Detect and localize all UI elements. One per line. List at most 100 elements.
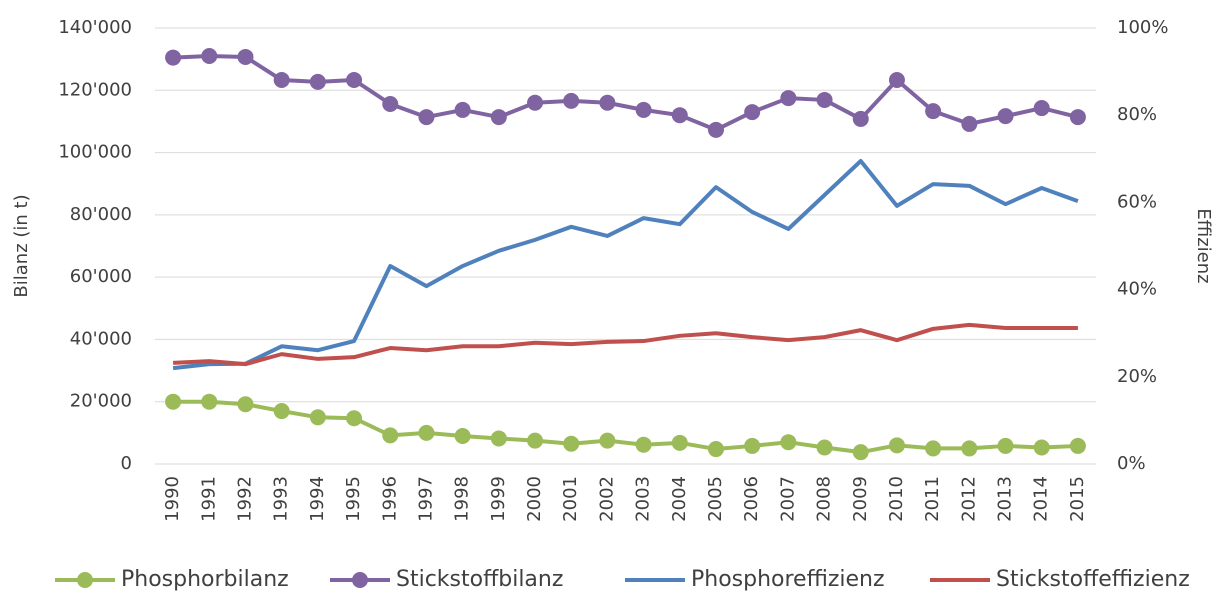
x-tick-label: 2000 bbox=[524, 476, 545, 522]
x-tick-label: 1994 bbox=[307, 476, 328, 522]
series-marker bbox=[780, 90, 797, 107]
series-marker bbox=[852, 110, 869, 127]
series-marker bbox=[273, 403, 290, 420]
series-marker bbox=[852, 444, 869, 461]
y2-tick-label: 80% bbox=[1117, 104, 1157, 125]
series-marker bbox=[961, 115, 978, 132]
x-tick-label: 2006 bbox=[741, 476, 762, 522]
x-tick-label: 2010 bbox=[886, 476, 907, 522]
y-tick-label: 0 bbox=[121, 453, 132, 474]
series-marker bbox=[816, 439, 833, 456]
x-tick-label: 2005 bbox=[705, 476, 726, 522]
series-marker bbox=[237, 48, 254, 65]
series-marker bbox=[563, 435, 580, 452]
y2-axis-label: Effizienz bbox=[1193, 208, 1214, 283]
x-tick-label: 2001 bbox=[560, 476, 581, 522]
series-marker bbox=[1033, 100, 1050, 117]
legend-label: Stickstoffeffizienz bbox=[996, 567, 1190, 591]
series-marker bbox=[925, 103, 942, 120]
series-marker bbox=[309, 73, 326, 90]
x-tick-label: 1996 bbox=[379, 476, 400, 522]
series-marker bbox=[1069, 109, 1086, 126]
series-marker bbox=[382, 427, 399, 444]
x-tick-label: 2004 bbox=[669, 476, 690, 522]
x-tick-label: 1991 bbox=[198, 476, 219, 522]
series-marker bbox=[635, 436, 652, 453]
y-tick-label: 40'000 bbox=[70, 328, 132, 349]
y-axis-label: Bilanz (in t) bbox=[11, 194, 32, 297]
series-marker bbox=[237, 396, 254, 413]
series-marker bbox=[888, 72, 905, 89]
x-tick-label: 2013 bbox=[995, 476, 1016, 522]
series-marker bbox=[888, 437, 905, 454]
x-tick-label: 1997 bbox=[415, 476, 436, 522]
x-tick-label: 1993 bbox=[271, 476, 292, 522]
series-marker bbox=[563, 92, 580, 109]
y2-tick-label: 100% bbox=[1117, 17, 1168, 38]
series-marker bbox=[273, 72, 290, 89]
series-marker bbox=[454, 101, 471, 118]
y-tick-label: 120'000 bbox=[58, 79, 132, 100]
series-marker bbox=[599, 94, 616, 111]
series-line bbox=[173, 54, 1079, 132]
x-tick-label: 2009 bbox=[850, 476, 871, 522]
series-marker bbox=[744, 104, 761, 121]
series-marker bbox=[816, 91, 833, 108]
x-tick-label: 2012 bbox=[958, 476, 979, 522]
x-tick-label: 2015 bbox=[1067, 476, 1088, 522]
series-marker bbox=[780, 434, 797, 451]
y-tick-label: 60'000 bbox=[70, 266, 132, 287]
series-marker bbox=[527, 94, 544, 111]
x-tick-label: 1995 bbox=[343, 476, 364, 522]
series-marker bbox=[201, 393, 218, 410]
legend-label: Stickstoffbilanz bbox=[396, 567, 563, 591]
series-marker bbox=[707, 441, 724, 458]
series-line bbox=[172, 322, 1078, 367]
legend-marker bbox=[352, 572, 368, 588]
legend-label: Phosphoreffizienz bbox=[691, 567, 885, 591]
series-marker bbox=[635, 101, 652, 118]
y-tick-label: 140'000 bbox=[58, 17, 132, 38]
series-marker bbox=[599, 432, 616, 449]
series-marker bbox=[309, 409, 326, 426]
x-tick-label: 2014 bbox=[1031, 476, 1052, 522]
legend-marker bbox=[77, 572, 93, 588]
series-marker bbox=[490, 430, 507, 447]
series-marker bbox=[346, 72, 363, 89]
y-tick-label: 100'000 bbox=[58, 142, 132, 163]
series-marker bbox=[527, 432, 544, 449]
series-line bbox=[173, 399, 1078, 455]
series-marker bbox=[744, 437, 761, 454]
x-tick-label: 1990 bbox=[162, 476, 183, 522]
series-marker bbox=[671, 107, 688, 124]
series-marker bbox=[490, 109, 507, 126]
y-tick-label: 80'000 bbox=[70, 204, 132, 225]
series-marker bbox=[418, 109, 435, 126]
x-tick-label: 2007 bbox=[777, 476, 798, 522]
x-tick-label: 2008 bbox=[814, 476, 835, 522]
series-marker bbox=[671, 434, 688, 451]
series-marker bbox=[961, 440, 978, 457]
series-marker bbox=[925, 440, 942, 457]
x-tick-label: 1998 bbox=[452, 476, 473, 522]
series-marker bbox=[382, 95, 399, 112]
x-tick-label: 2002 bbox=[596, 476, 617, 522]
series-marker bbox=[1069, 437, 1086, 454]
y2-tick-label: 20% bbox=[1117, 366, 1157, 387]
y2-tick-label: 60% bbox=[1117, 191, 1157, 212]
x-tick-label: 1992 bbox=[234, 476, 255, 522]
y2-tick-label: 40% bbox=[1117, 279, 1157, 300]
series-marker bbox=[165, 49, 182, 66]
series-marker bbox=[997, 108, 1014, 125]
series-marker bbox=[707, 121, 724, 138]
series-marker bbox=[165, 393, 182, 410]
y2-tick-label: 0% bbox=[1117, 453, 1146, 474]
x-tick-label: 2011 bbox=[922, 476, 943, 522]
x-tick-label: 2003 bbox=[633, 476, 654, 522]
series-line bbox=[172, 158, 1079, 371]
series-marker bbox=[454, 427, 471, 444]
series-marker bbox=[418, 424, 435, 441]
series-marker bbox=[1033, 439, 1050, 456]
series-marker bbox=[201, 48, 218, 65]
